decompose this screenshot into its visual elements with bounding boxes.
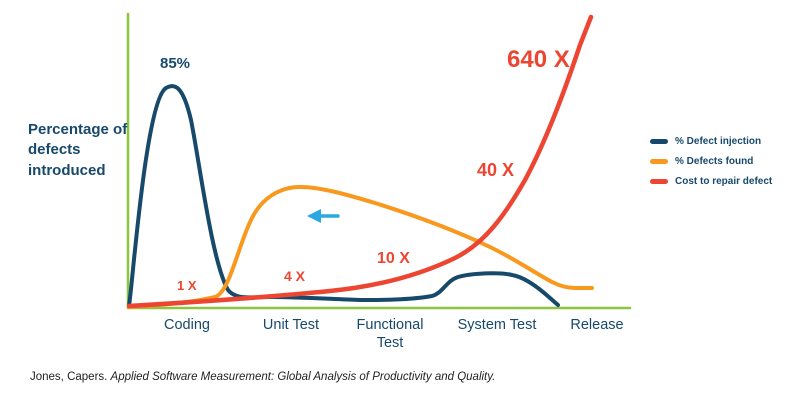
legend-item-defects-found: % Defects found [650, 156, 795, 167]
x-axis-label-system-test: System Test [457, 317, 537, 333]
defects-found-swatch-icon [650, 159, 668, 164]
defects-found-curve [127, 184, 594, 309]
legend-label: % Defects found [675, 156, 754, 167]
y-axis-label: Percentage of defects introduced [28, 121, 128, 179]
annotation-85-percent: 85% [160, 55, 191, 72]
cost-to-repair-curve [126, 14, 594, 309]
x-axis-label-unit-test: Unit Test [262, 317, 320, 333]
legend-label: % Defect injection [675, 136, 762, 147]
x-axis-label-coding: Coding [164, 317, 210, 333]
x-axis-label-release: Release [570, 317, 624, 333]
shift-left-arrow-icon [307, 209, 340, 223]
annotation-640x: 640 X [507, 46, 570, 73]
annotation-4x: 4 X [284, 268, 306, 284]
x-axis-label-functional-test: Functional Test [356, 317, 424, 352]
annotation-40x: 40 X [477, 160, 515, 180]
legend-item-defect-injection: % Defect injection [650, 136, 795, 147]
legend-label: Cost to repair defect [675, 176, 773, 187]
legend-item-cost-to-repair: Cost to repair defect [650, 176, 795, 187]
chart-legend: % Defect injection % Defects found Cost … [650, 136, 795, 196]
annotation-1x: 1 X [177, 278, 197, 293]
citation-title: Applied Software Measurement: Global Ana… [110, 371, 496, 383]
annotation-10x: 10 X [377, 250, 410, 267]
citation: Jones, Capers. Applied Software Measurem… [30, 371, 495, 383]
cost-to-repair-swatch-icon [650, 179, 668, 184]
citation-author: Jones, Capers. [30, 371, 111, 383]
defect-injection-swatch-icon [650, 139, 668, 144]
